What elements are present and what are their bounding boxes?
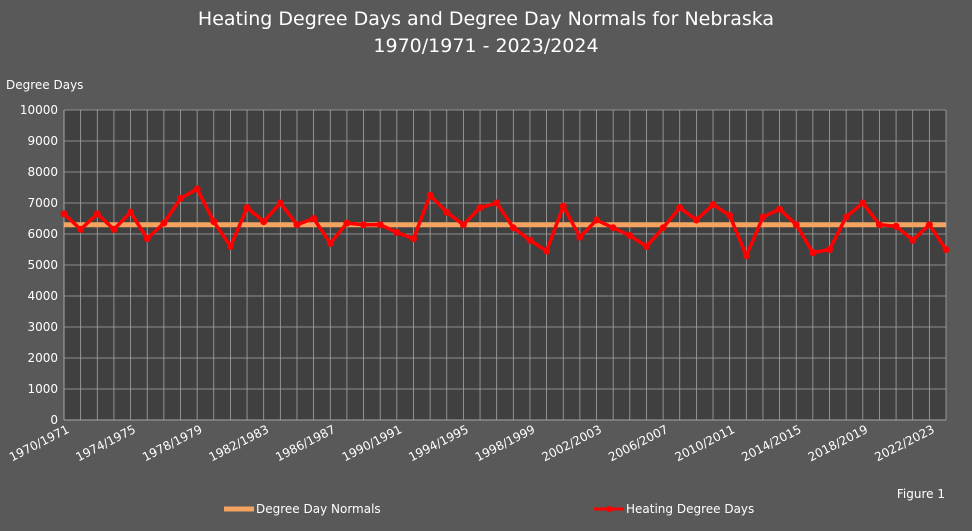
data-point-hdd [842,213,850,221]
x-tick-label: 1978/1979 [140,422,204,464]
data-point-hdd [476,204,484,212]
data-point-hdd [742,252,750,260]
data-point-hdd [260,218,268,226]
x-tick-label: 2018/2019 [806,422,870,464]
data-point-hdd [77,225,85,233]
data-point-hdd [792,221,800,229]
data-point-hdd [659,224,667,232]
chart-subtitle: 1970/1971 - 2023/2024 [373,35,599,57]
data-point-hdd [776,205,784,213]
legend-label-normals: Degree Day Normals [256,502,381,516]
data-point-hdd [676,204,684,212]
data-point-hdd [226,242,234,250]
data-point-hdd [909,236,917,244]
data-point-hdd [593,216,601,224]
data-point-hdd [526,236,534,244]
data-point-hdd [892,222,900,230]
data-point-hdd [826,246,834,253]
y-tick-label: 3000 [27,320,58,334]
data-point-hdd [626,232,634,240]
data-point-hdd [393,228,401,236]
data-point-hdd [493,199,501,207]
legend-swatch-normals [224,506,254,512]
data-point-hdd [559,202,567,210]
x-tick-label: 1970/1971 [7,422,71,464]
x-tick-label: 2006/2007 [606,422,670,464]
x-tick-label: 2010/2011 [673,422,737,464]
y-tick-label: 0 [50,413,58,427]
y-tick-label: 2000 [27,351,58,365]
y-tick-label: 1000 [27,382,58,396]
x-tick-label: 1974/1975 [74,422,138,464]
series-line-hdd [62,187,948,258]
data-point-hdd [409,235,417,243]
y-tick-label: 5000 [27,258,58,272]
y-tick-label: 8000 [27,165,58,179]
x-tick-label: 1998/1999 [473,422,537,464]
data-point-hdd [509,224,517,232]
data-point-hdd [609,224,617,232]
y-axis-label: Degree Days [6,78,84,92]
data-point-hdd [543,247,551,255]
data-point-hdd [709,201,717,209]
data-point-hdd [60,210,68,218]
data-point-hdd [642,242,650,250]
legend-item-hdd: Heating Degree Days [594,499,754,519]
legend-item-normals: Degree Day Normals [224,499,381,519]
data-point-hdd [426,191,434,199]
y-tick-label: 4000 [27,289,58,303]
data-point-hdd [925,221,933,229]
data-point-hdd [343,219,351,227]
data-point-hdd [326,239,334,247]
data-point-hdd [759,213,767,221]
data-point-hdd [942,246,950,253]
data-point-hdd [127,208,135,216]
data-point-hdd [443,208,451,216]
legend-swatch-hdd [594,506,624,512]
y-tick-label: 6000 [27,227,58,241]
x-tick-label: 2014/2015 [739,422,803,464]
data-point-hdd [143,235,151,243]
x-tick-label: 1982/1983 [207,422,271,464]
x-tick-label: 1986/1987 [273,422,337,464]
figure-label: Figure 1 [896,487,945,501]
data-point-hdd [293,221,301,229]
x-tick-label: 2002/2003 [540,422,604,464]
data-point-hdd [726,211,734,219]
y-tick-label: 7000 [27,196,58,210]
data-point-hdd [310,215,318,222]
data-point-hdd [176,194,184,202]
data-point-hdd [193,185,201,193]
data-point-hdd [110,225,118,233]
y-tick-label: 9000 [27,134,58,148]
legend: Degree Day Normals Heating Degree Days [0,499,972,519]
data-point-hdd [875,221,883,229]
data-point-hdd [243,204,251,212]
x-tick-label: 1994/1995 [406,422,470,464]
data-point-hdd [160,219,168,227]
data-point-hdd [459,221,467,229]
data-point-hdd [210,218,218,226]
chart-title: Heating Degree Days and Degree Day Norma… [197,8,775,30]
data-point-hdd [692,216,700,224]
y-tick-label: 10000 [20,103,58,117]
x-tick-label: 2022/2023 [872,422,936,464]
data-point-hdd [809,249,817,257]
x-tick-label: 1990/1991 [340,422,404,464]
data-point-hdd [360,221,368,229]
data-point-hdd [276,199,284,207]
data-point-hdd [376,221,384,229]
chart-title-block: Heating Degree Days and Degree Day Norma… [0,6,972,60]
data-point-hdd [859,199,867,207]
data-point-hdd [93,210,101,218]
data-point-hdd [576,233,584,241]
legend-label-hdd: Heating Degree Days [626,502,755,516]
